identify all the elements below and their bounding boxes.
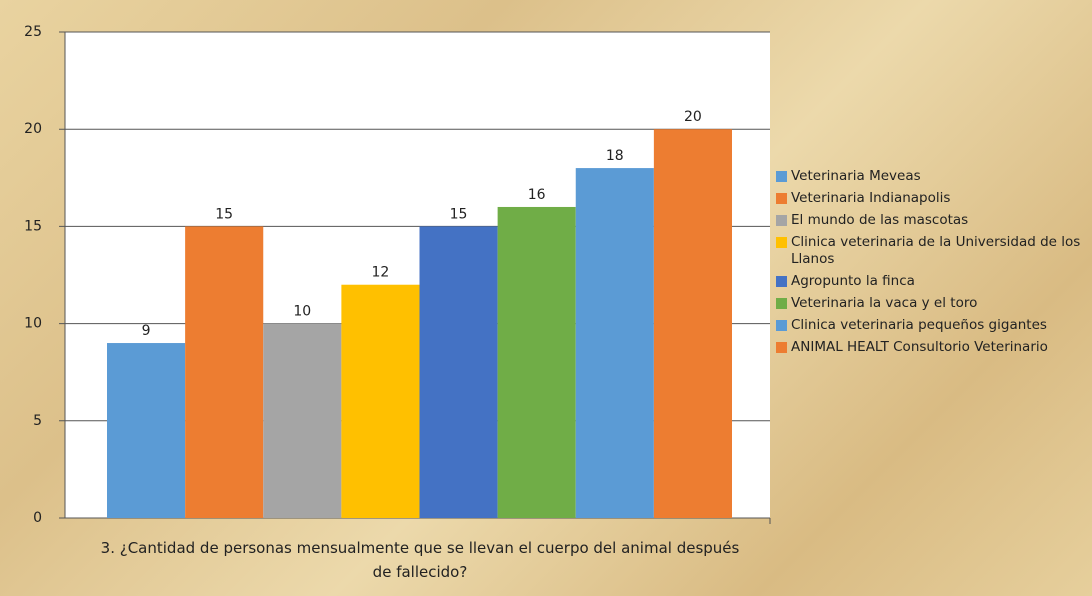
legend-item: Veterinaria Meveas [776,168,1086,185]
bar [419,226,498,518]
data-label: 10 [293,304,311,320]
legend-item: Veterinaria la vaca y el toro [776,295,1086,312]
legend-label: Veterinaria Meveas [791,168,921,184]
legend-item: Veterinaria Indianapolis [776,190,1086,207]
legend-swatch [776,237,787,248]
legend-swatch [776,342,787,353]
data-label: 20 [684,109,702,125]
data-label: 15 [215,206,233,222]
y-tick-label: 25 [24,24,42,40]
legend-swatch [776,171,787,182]
y-tick-label: 10 [24,316,42,332]
x-axis-label: 3. ¿Cantidad de personas mensualmente qu… [100,539,740,581]
legend-swatch [776,276,787,287]
bar [263,323,342,518]
legend-label: El mundo de las mascotas [791,212,969,228]
legend-label: ANIMAL HEALT Consultorio Veterinario [791,339,1048,355]
data-label: 12 [372,265,390,281]
y-tick-label: 20 [24,121,42,137]
legend-item: ANIMAL HEALT Consultorio Veterinario [776,339,1086,356]
legend-swatch [776,215,787,226]
y-tick-label: 15 [24,218,42,234]
data-label: 18 [606,148,624,164]
legend-item: Clinica veterinaria de la Universidad de… [776,234,1086,268]
bar [653,129,732,518]
legend-swatch [776,320,787,331]
legend-swatch [776,298,787,309]
data-label: 16 [528,187,546,203]
bar [185,226,264,518]
legend-label: Veterinaria Indianapolis [791,190,951,206]
legend-label: Veterinaria la vaca y el toro [791,295,978,311]
bar [575,168,654,518]
bar [107,343,186,518]
y-tick-label: 0 [33,510,42,526]
legend-label: Agropunto la finca [791,273,915,289]
legend-item: Agropunto la finca [776,273,1086,290]
legend-item: Clinica veterinaria pequeños gigantes [776,317,1086,334]
bar [341,284,420,518]
legend-label: Clinica veterinaria pequeños gigantes [791,317,1047,333]
legend-swatch [776,193,787,204]
legend-item: El mundo de las mascotas [776,212,1086,229]
bar [497,206,576,518]
data-label: 15 [450,206,468,222]
legend: Veterinaria Meveas Veterinaria Indianapol… [776,168,1086,361]
data-label: 9 [142,323,151,339]
legend-label: Clinica veterinaria de la Universidad de… [791,234,1081,267]
y-tick-label: 5 [33,413,42,429]
